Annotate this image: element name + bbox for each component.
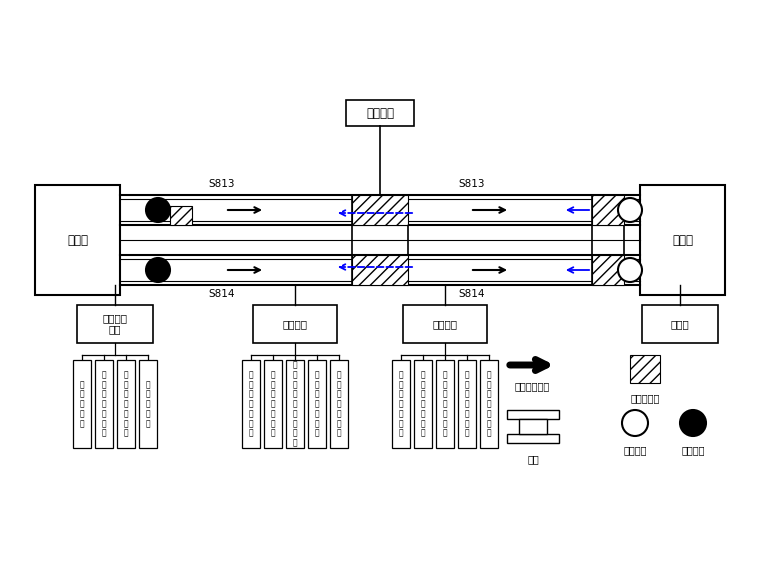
Text: 矿
山
施
工
作
业
队: 矿 山 施 工 作 业 队	[464, 370, 470, 437]
Text: 中
间
竖
井
施
工
作
业
队: 中 间 竖 井 施 工 作 业 队	[293, 361, 297, 448]
Text: 盾
构
施
工
作
业
队: 盾 构 施 工 作 业 队	[249, 370, 253, 437]
Text: 矿
山
配
合
作
业
队: 矿 山 配 合 作 业 队	[486, 370, 491, 437]
Bar	[392, 360, 410, 448]
Text: 矿
山
施
工
作
业
队: 矿 山 施 工 作 业 队	[399, 370, 404, 437]
Text: 施工竖井: 施工竖井	[366, 107, 394, 119]
Circle shape	[622, 410, 648, 436]
Text: 车站: 车站	[527, 454, 539, 464]
Bar	[286, 360, 304, 448]
Bar	[592, 195, 624, 225]
Bar	[480, 360, 498, 448]
Circle shape	[618, 258, 642, 282]
Text: 盾
构
施
工
作
业
队: 盾 构 施 工 作 业 队	[315, 370, 319, 437]
Text: 盾构接收: 盾构接收	[623, 445, 647, 455]
Circle shape	[146, 198, 170, 222]
Text: 盾构工区: 盾构工区	[283, 319, 308, 329]
Circle shape	[680, 410, 706, 436]
Text: S813: S813	[208, 179, 235, 189]
Text: 中新站: 中新站	[672, 233, 693, 247]
Text: 矿
山
配
合
作
业
队: 矿 山 配 合 作 业 队	[421, 370, 426, 437]
Text: 中新站: 中新站	[670, 319, 689, 329]
Text: 盾
构
配
合
作
业
队: 盾 构 配 合 作 业 队	[271, 370, 275, 437]
Bar	[170, 206, 192, 225]
Bar	[253, 305, 337, 343]
Bar	[403, 305, 487, 343]
Text: 矿山工区: 矿山工区	[432, 319, 458, 329]
Text: 镇龙站: 镇龙站	[67, 233, 88, 247]
Bar	[352, 195, 408, 225]
Bar	[95, 360, 113, 448]
Bar	[458, 360, 476, 448]
Bar	[352, 255, 408, 285]
Text: 施
工
竖
井
作
业
队: 施 工 竖 井 作 业 队	[442, 370, 448, 437]
Bar	[592, 255, 624, 285]
Bar	[330, 360, 348, 448]
Text: 盾
构
配
合
作
业
队: 盾 构 配 合 作 业 队	[337, 370, 341, 437]
Bar	[640, 185, 725, 295]
Text: S814: S814	[208, 289, 235, 299]
Bar	[507, 434, 559, 443]
Bar	[308, 360, 326, 448]
Text: 防
水
施
工
作
业
队: 防 水 施 工 作 业 队	[124, 370, 128, 437]
Text: 围
护
结
构
作
业
队: 围 护 结 构 作 业 队	[102, 370, 106, 437]
Bar	[35, 185, 120, 295]
Text: 矿山法隧道: 矿山法隧道	[630, 393, 660, 403]
Bar	[642, 305, 718, 343]
Text: 盾构掘进方向: 盾构掘进方向	[515, 381, 549, 391]
Bar	[139, 360, 157, 448]
Text: S813: S813	[458, 179, 485, 189]
Bar	[507, 410, 559, 419]
Bar	[264, 360, 282, 448]
Bar	[346, 100, 414, 126]
Text: 盾构始发: 盾构始发	[681, 445, 705, 455]
Text: 结
构
作
业
队: 结 构 作 业 队	[146, 380, 150, 428]
Bar	[519, 419, 547, 434]
Bar	[436, 360, 454, 448]
Circle shape	[618, 198, 642, 222]
Bar	[242, 360, 260, 448]
Circle shape	[146, 258, 170, 282]
Bar	[414, 360, 432, 448]
Text: 明挖车站
工区: 明挖车站 工区	[103, 314, 128, 335]
Bar	[630, 355, 660, 383]
Text: S814: S814	[458, 289, 485, 299]
Bar	[117, 360, 135, 448]
Bar	[73, 360, 91, 448]
Bar	[77, 305, 153, 343]
Text: 土
方
作
业
队: 土 方 作 业 队	[80, 380, 84, 428]
